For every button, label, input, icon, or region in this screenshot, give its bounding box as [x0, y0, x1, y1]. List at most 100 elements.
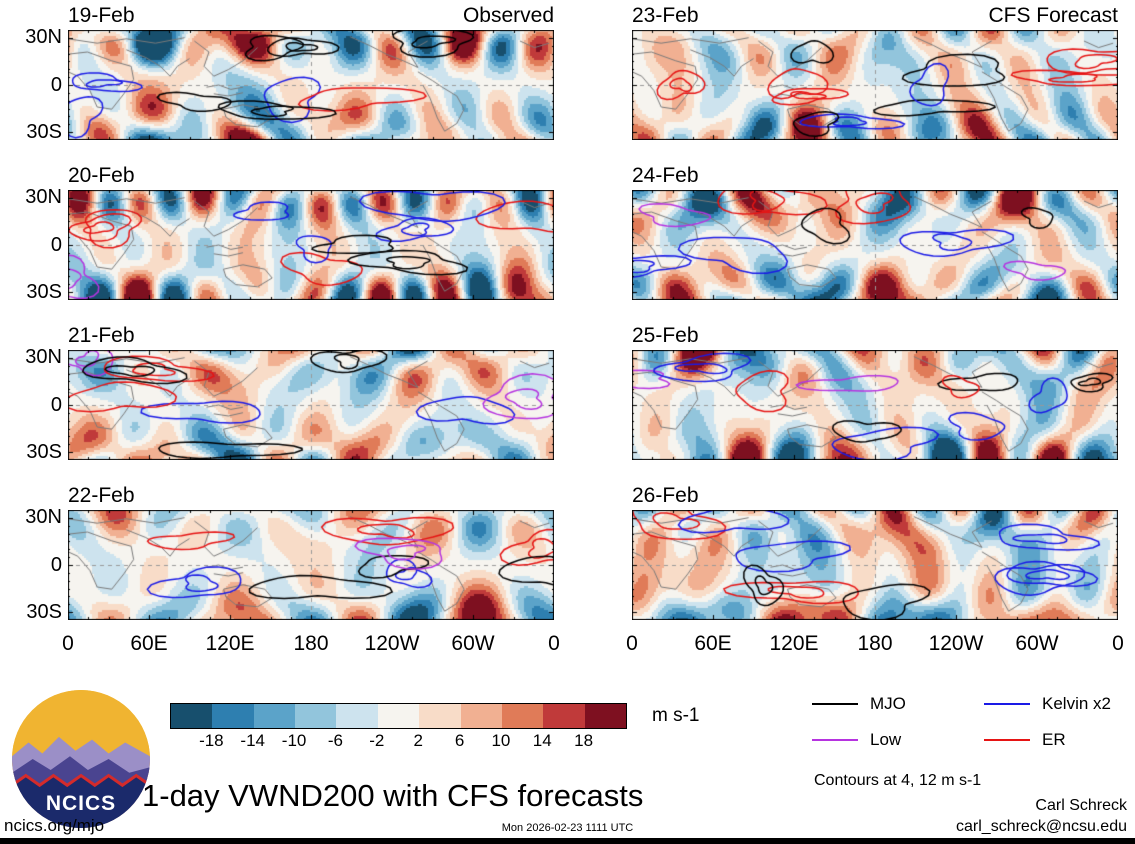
y-axis-tick-label: 30N [25, 346, 62, 368]
logo-text: NCICS [45, 792, 117, 815]
legend-item-mjo: MJO [812, 694, 984, 714]
bottom-bar [0, 838, 1135, 844]
panel-column-label: Observed [462, 4, 554, 27]
x-axis-tick-label: 180 [857, 632, 893, 655]
map-panel: 26-Feb [632, 484, 1118, 620]
panel-date-label: 20-Feb [68, 164, 135, 187]
map-canvas [632, 350, 1118, 460]
colorbar-labels: -18 -14 -10 -6 -2 2 6 10 14 18 [170, 731, 625, 751]
colorbar-segment [377, 704, 420, 728]
y-axis-tick-label: 0 [50, 74, 62, 96]
colorbar-tick-label: -2 [369, 731, 385, 750]
colorbar-segment [336, 704, 378, 728]
legend-label: Kelvin x2 [1042, 694, 1111, 713]
colorbar-segment [419, 704, 461, 728]
legend-item-low: Low [812, 730, 984, 750]
map-canvas [68, 190, 554, 300]
map-canvas [632, 30, 1118, 140]
low-line-sample [812, 739, 858, 741]
x-axis-tick-label: 0 [1112, 632, 1124, 655]
y-axis-tick-label: 30N [25, 186, 62, 208]
colorbar-tick-label: -18 [199, 731, 224, 750]
colorbar-tick-label: 2 [413, 731, 423, 750]
credit-email: carl_schreck@ncsu.edu [956, 818, 1127, 835]
panel-date-label: 26-Feb [632, 484, 699, 507]
mjo-line-sample [812, 703, 858, 705]
legend-item-kelvin: Kelvin x2 [984, 694, 1135, 714]
mountain-logo-icon [12, 690, 150, 828]
colorbar [170, 703, 627, 729]
x-axis-tick-label: 60E [130, 632, 168, 655]
map-panel: 24-Feb [632, 164, 1118, 300]
x-axis-tick-label: 0 [548, 632, 560, 655]
contour-note: Contours at 4, 12 m s-1 [814, 772, 982, 789]
colorbar-tick-label: -10 [281, 731, 307, 750]
x-axis-tick-label: 0 [62, 632, 74, 655]
colorbar-tick-label: 18 [574, 731, 594, 750]
panel-date-label: 22-Feb [68, 484, 135, 507]
y-axis-tick-label: 30N [25, 506, 62, 528]
colorbar-unit-label: m s-1 [652, 705, 700, 726]
credit-name: Carl Schreck [1035, 797, 1127, 814]
colorbar-segment [171, 704, 213, 728]
legend: MJO Kelvin x2 Low ER [812, 694, 1135, 750]
colorbar-segment [212, 704, 254, 728]
map-panel: 23-Feb CFS Forecast [632, 4, 1118, 140]
x-axis-tick-label: 60W [1015, 632, 1059, 655]
panel-date-label: 23-Feb [632, 4, 699, 27]
y-axis-tick-label: 30S [26, 441, 62, 463]
colorbar-tick-label: 14 [532, 731, 552, 750]
map-canvas [632, 510, 1118, 620]
x-axis-tick-label: 120E [205, 632, 255, 655]
legend-item-er: ER [984, 730, 1135, 750]
x-axis: 0 60E 120E 180 120W 60W 0 [62, 632, 560, 660]
panel-column-label: CFS Forecast [988, 4, 1118, 27]
map-panel: 25-Feb [632, 324, 1118, 460]
x-axis-tick-label: 120W [364, 632, 420, 655]
y-axis-tick-label: 0 [50, 394, 62, 416]
y-axis-tick-label: 30S [26, 121, 62, 143]
legend-label: ER [1042, 730, 1066, 749]
colorbar-segment [253, 704, 296, 728]
colorbar-segment [460, 704, 502, 728]
colorbar-segment [543, 704, 585, 728]
x-axis-tick-label: 0 [626, 632, 638, 655]
colorbar-segment [295, 704, 337, 728]
figure-title: 1-day VWND200 with CFS forecasts [142, 778, 644, 813]
panel-date-label: 21-Feb [68, 324, 135, 347]
y-axis-tick-label: 30S [26, 281, 62, 303]
y-axis-tick-label: 30S [26, 601, 62, 623]
map-canvas [632, 190, 1118, 300]
kelvin-line-sample [984, 703, 1030, 705]
x-axis-tick-label: 120E [769, 632, 819, 655]
panel-date-label: 25-Feb [632, 324, 699, 347]
x-axis: 0 60E 120E 180 120W 60W 0 [626, 632, 1124, 660]
map-canvas [68, 350, 554, 460]
x-axis-tick-label: 60E [694, 632, 732, 655]
footer-timestamp: Mon 2026-02-23 1111 UTC [501, 822, 634, 834]
map-panel: 21-Feb 30N 0 30S [25, 324, 554, 463]
er-line-sample [984, 739, 1030, 741]
colorbar-segment [584, 704, 626, 728]
map-canvas [68, 30, 554, 140]
colorbar-tick-label: -6 [327, 731, 343, 750]
legend-label: MJO [870, 694, 906, 713]
y-axis-tick-label: 30N [25, 26, 62, 48]
map-panel: 22-Feb 30N 0 30S [25, 484, 554, 623]
map-panel: 20-Feb 30N 0 30S [25, 164, 554, 303]
footer-url: ncics.org/mjo [4, 816, 105, 835]
map-panel: 19-Feb Observed 30N 0 30S [25, 4, 554, 143]
y-axis-tick-label: 0 [50, 234, 62, 256]
ncics-logo: NCICS [12, 690, 150, 828]
x-axis-tick-label: 120W [928, 632, 984, 655]
colorbar-tick-label: 10 [491, 731, 511, 750]
colorbar-tick-label: -14 [240, 731, 266, 750]
map-canvas [68, 510, 554, 620]
panel-date-label: 19-Feb [68, 4, 135, 27]
legend-label: Low [870, 730, 902, 749]
y-axis-tick-label: 0 [50, 554, 62, 576]
colorbar-tick-label: 6 [454, 731, 465, 750]
x-axis-tick-label: 180 [293, 632, 329, 655]
x-axis-tick-label: 60W [451, 632, 495, 655]
colorbar-segment [501, 704, 544, 728]
